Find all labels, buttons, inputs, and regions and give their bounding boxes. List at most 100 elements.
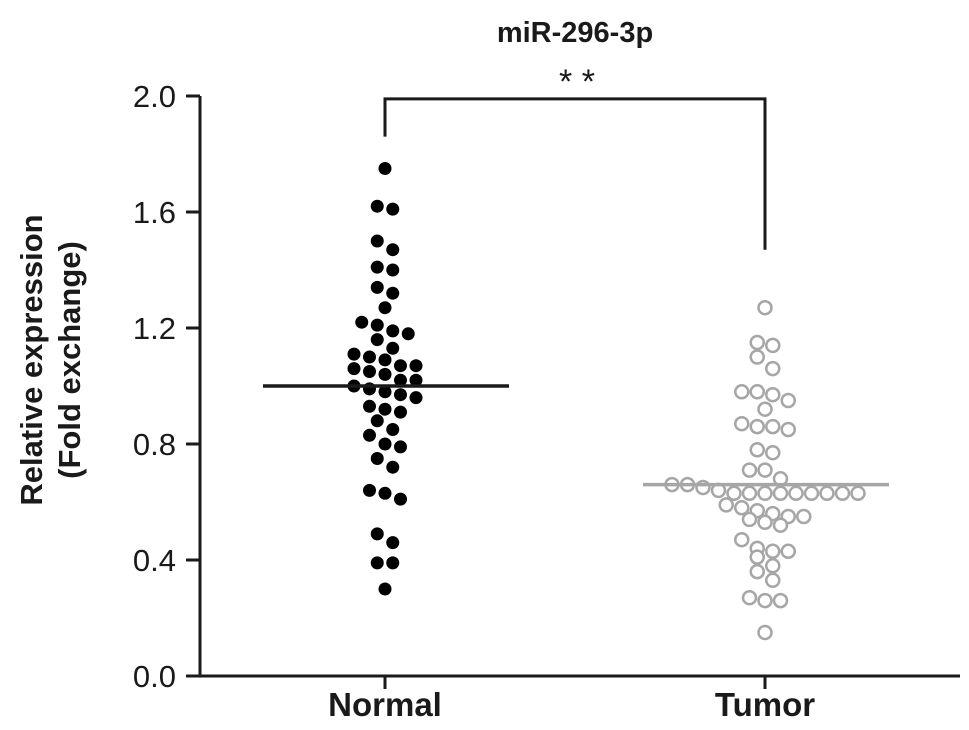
tumor-point xyxy=(757,514,773,531)
tumor-point xyxy=(765,444,781,461)
normal-point xyxy=(378,402,392,416)
normal-point xyxy=(394,440,407,454)
y-tick-label: 0.8 xyxy=(133,427,176,462)
data-points xyxy=(347,162,866,641)
normal-point xyxy=(386,536,400,550)
tumor-point xyxy=(749,334,765,351)
normal-point xyxy=(386,263,400,277)
tumor-point xyxy=(749,442,765,458)
normal-point xyxy=(386,423,400,436)
tumor-point xyxy=(765,337,781,354)
significance-label: * * xyxy=(559,63,595,101)
y-ticks: 0.0 0.4 0.8 1.2 1.6 2.0 xyxy=(133,79,200,694)
normal-point xyxy=(370,333,384,347)
tumor-point xyxy=(765,386,781,403)
tumor-point xyxy=(765,543,781,560)
tumor-point xyxy=(765,558,781,574)
mean-lines xyxy=(263,384,889,487)
normal-point xyxy=(370,280,384,294)
significance-bracket-path xyxy=(383,97,767,250)
tumor-point xyxy=(803,485,820,502)
normal-point xyxy=(378,353,392,367)
tumor-point xyxy=(850,485,866,502)
normal-point xyxy=(370,234,384,248)
normal-point xyxy=(378,162,392,175)
tumor-point xyxy=(741,511,758,528)
normal-point xyxy=(386,556,400,570)
normal-point xyxy=(386,341,400,355)
normal-point xyxy=(386,202,400,216)
y-tick-label: 0.0 xyxy=(133,659,176,694)
normal-point xyxy=(401,327,415,341)
normal-point xyxy=(355,315,369,329)
x-tick-label-normal: Normal xyxy=(328,686,442,723)
tumor-point xyxy=(765,418,781,435)
normal-point xyxy=(378,301,392,315)
tumor-point xyxy=(718,497,734,513)
normal-point xyxy=(386,243,400,257)
tumor-point xyxy=(772,485,789,502)
normal-point xyxy=(370,199,384,213)
normal-point xyxy=(394,373,407,387)
normal-point xyxy=(386,324,400,338)
normal-point xyxy=(370,260,384,274)
normal-point xyxy=(347,347,361,361)
normal-point xyxy=(378,582,392,596)
tumor-point xyxy=(772,592,789,609)
normal-point xyxy=(363,428,376,442)
x-tick-label-tumor: Tumor xyxy=(715,686,815,723)
tumor-point xyxy=(819,485,835,502)
tumor-point xyxy=(780,392,796,409)
normal-point xyxy=(378,437,392,451)
normal-point xyxy=(363,350,376,364)
normal-point xyxy=(394,388,407,402)
significance-bracket xyxy=(383,97,767,250)
tumor-point xyxy=(834,485,851,502)
tumor-point xyxy=(734,384,750,400)
normal-point xyxy=(363,399,376,413)
tumor-point xyxy=(788,485,804,502)
x-ticks: Normal Tumor xyxy=(328,676,815,723)
tumor-point xyxy=(741,462,758,478)
tumor-point xyxy=(796,508,812,525)
y-tick-label: 1.2 xyxy=(133,311,176,346)
y-tick-label: 0.4 xyxy=(133,543,176,578)
normal-point xyxy=(370,527,384,541)
normal-point xyxy=(409,359,423,373)
chart-title: miR-296-3p xyxy=(497,17,653,49)
tumor-point xyxy=(765,572,781,589)
tumor-point xyxy=(734,500,750,516)
normal-point xyxy=(370,414,384,428)
normal-point xyxy=(378,486,392,500)
tumor-point xyxy=(741,589,758,606)
tumor-point xyxy=(757,592,773,609)
normal-point xyxy=(409,391,423,405)
normal-point xyxy=(386,460,400,474)
normal-point xyxy=(378,367,392,381)
normal-point xyxy=(394,405,407,419)
normal-point xyxy=(394,359,407,373)
normal-point xyxy=(370,318,384,332)
normal-point xyxy=(347,362,361,376)
tumor-point xyxy=(757,624,773,641)
tumor-point xyxy=(757,462,773,478)
y-tick-label: 1.6 xyxy=(133,195,176,230)
tumor-point xyxy=(749,549,765,565)
normal-point xyxy=(363,483,376,497)
tumor-point xyxy=(734,531,750,548)
normal-point xyxy=(378,385,392,399)
tumor-point xyxy=(734,415,750,432)
tumor-point xyxy=(749,563,765,580)
normal-point xyxy=(409,373,423,387)
tumor-point xyxy=(772,517,789,533)
tumor-point xyxy=(749,349,765,365)
tumor-point xyxy=(765,360,781,377)
tumor-point xyxy=(749,418,765,435)
tumor-point xyxy=(757,485,773,502)
tumor-point xyxy=(757,401,773,417)
normal-point xyxy=(386,286,400,300)
tumor-point xyxy=(757,299,773,316)
tumor-point xyxy=(749,384,765,400)
y-axis-label: Relative expression (Fold exchange) xyxy=(14,214,87,505)
